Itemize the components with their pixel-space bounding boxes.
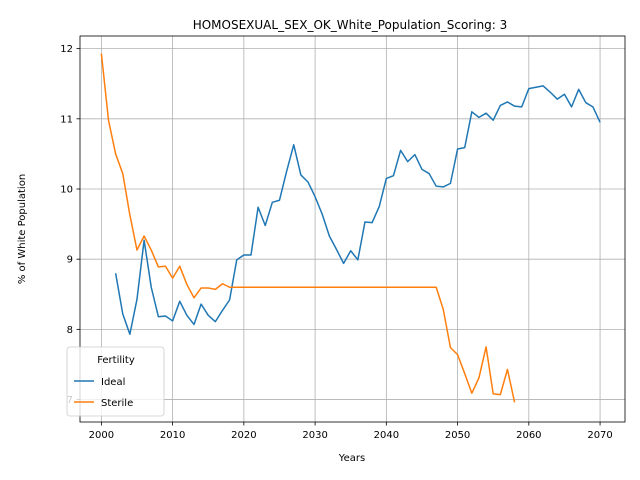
series-line-sterile xyxy=(100,53,516,403)
x-tick-label: 2020 xyxy=(231,430,256,441)
legend: Fertility Ideal Sterile xyxy=(66,346,165,417)
y-tick-label: 9 xyxy=(67,255,73,266)
y-tick-label: 10 xyxy=(60,184,73,195)
x-tick-label: 2050 xyxy=(445,430,470,441)
x-tick-label: 2000 xyxy=(89,430,114,441)
x-tick-label: 2070 xyxy=(587,430,612,441)
legend-label-sterile: Sterile xyxy=(101,398,133,409)
legend-box xyxy=(66,346,165,417)
series-line-ideal xyxy=(114,85,601,336)
legend-title: Fertility xyxy=(97,355,135,366)
y-tick-label: 11 xyxy=(60,114,73,125)
y-axis-label: % of White Population xyxy=(17,174,28,284)
legend-label-ideal: Ideal xyxy=(101,377,125,388)
x-tick-label: 2030 xyxy=(302,430,327,441)
y-tick-label: 12 xyxy=(60,44,73,55)
axis-ticks: 2000201020202030204020502060207078910111… xyxy=(60,44,613,441)
x-tick-label: 2040 xyxy=(374,430,399,441)
grid xyxy=(80,36,625,422)
x-tick-label: 2060 xyxy=(516,430,541,441)
x-tick-label: 2010 xyxy=(160,430,185,441)
series-group xyxy=(100,53,601,403)
y-tick-label: 8 xyxy=(67,325,73,336)
x-axis-label: Years xyxy=(338,453,365,464)
chart-title: HOMOSEXUAL_SEX_OK_White_Population_Scori… xyxy=(193,18,508,32)
plot-frame xyxy=(79,35,626,423)
